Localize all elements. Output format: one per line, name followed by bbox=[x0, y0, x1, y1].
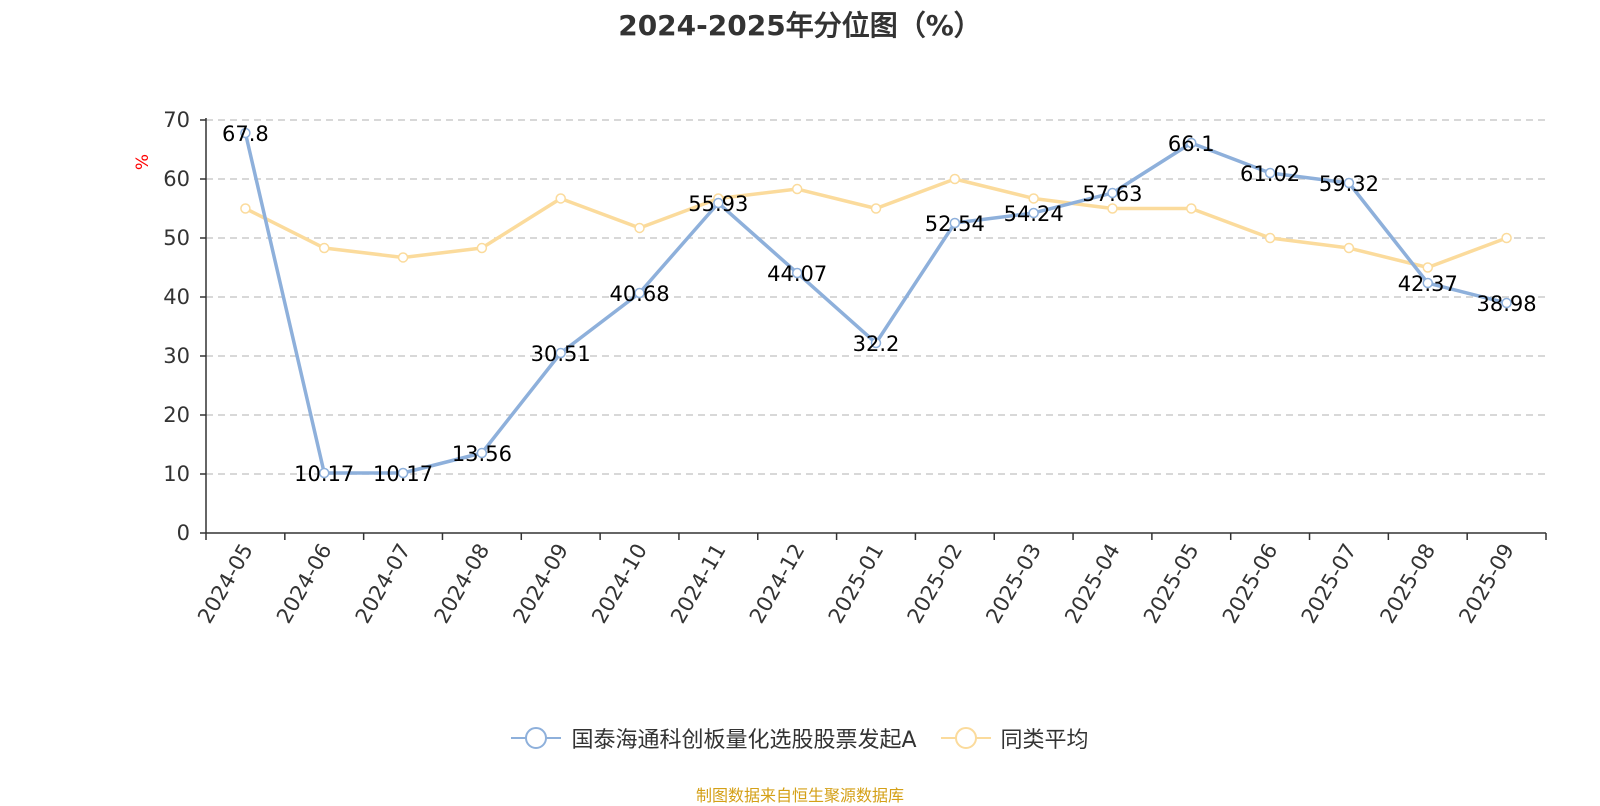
data-point-1-2024-08 bbox=[476, 242, 488, 254]
data-point-0-2025-05 bbox=[1186, 137, 1197, 149]
data-label-2024-11: 55.93 bbox=[688, 192, 748, 216]
data-point-0-2025-09 bbox=[1501, 297, 1512, 309]
legend-label-fund: 国泰海通科创板量化选股股票发起A bbox=[571, 728, 917, 753]
x-tick-label-2024-12: 2024-12 bbox=[745, 540, 810, 628]
data-point-0-2024-11 bbox=[713, 197, 724, 209]
y-tick-label-70: 70 bbox=[163, 108, 190, 132]
y-tick-label-0: 0 bbox=[177, 521, 190, 545]
data-label-2024-10: 40.68 bbox=[609, 282, 669, 306]
data-label-2025-08: 42.37 bbox=[1398, 272, 1458, 296]
legend: 国泰海通科创板量化选股股票发起A 同类平均 bbox=[0, 722, 1600, 754]
data-point-1-2024-09 bbox=[555, 193, 566, 204]
data-point-1-2025-01 bbox=[870, 203, 882, 214]
x-tick-label-2025-09: 2025-09 bbox=[1454, 540, 1519, 628]
data-point-1-2024-06 bbox=[318, 242, 330, 254]
data-point-1-2025-09 bbox=[1501, 232, 1512, 244]
legend-label-peer-average: 同类平均 bbox=[1000, 728, 1089, 753]
data-point-0-2024-05 bbox=[240, 127, 251, 139]
data-label-2024-12: 44.07 bbox=[767, 262, 827, 286]
x-tick-label-2024-10: 2024-10 bbox=[587, 540, 652, 628]
data-point-0-2024-08 bbox=[476, 447, 488, 459]
data-point-0-2024-12 bbox=[791, 267, 803, 279]
data-point-0-2025-08 bbox=[1422, 277, 1434, 289]
y-tick-label-30: 30 bbox=[163, 344, 190, 368]
data-labels: 67.8 10.17 10.17 13.56 30.51 40.68 55.93 44.07 3… bbox=[222, 122, 1537, 486]
series-lines bbox=[240, 127, 1512, 479]
data-point-1-2025-04 bbox=[1107, 203, 1118, 214]
data-point-0-2025-04 bbox=[1107, 187, 1118, 199]
x-tick-label-2025-03: 2025-03 bbox=[981, 540, 1046, 628]
y-tick-label-60: 60 bbox=[163, 167, 190, 191]
data-label-2025-05: 66.1 bbox=[1168, 132, 1215, 156]
legend-marker-fund-icon bbox=[511, 727, 562, 749]
data-point-1-2024-07 bbox=[397, 252, 409, 263]
y-tick-label-10: 10 bbox=[163, 462, 190, 486]
y-tick-label-20: 20 bbox=[163, 403, 190, 427]
data-label-2025-06: 61.02 bbox=[1240, 162, 1300, 186]
data-point-0-2024-09 bbox=[555, 347, 566, 359]
data-point-1-2024-10 bbox=[634, 222, 645, 234]
data-label-2025-01: 32.2 bbox=[853, 332, 900, 356]
data-label-2024-08: 13.56 bbox=[452, 442, 512, 466]
x-tick-label-2024-11: 2024-11 bbox=[666, 540, 731, 628]
data-point-0-2024-10 bbox=[634, 287, 645, 299]
chart-title: 2024-2025年分位图（%） bbox=[618, 9, 982, 42]
data-point-1-2025-07 bbox=[1343, 242, 1355, 254]
x-tick-label-2024-06: 2024-06 bbox=[272, 540, 337, 628]
x-tick-label-2024-09: 2024-09 bbox=[508, 540, 573, 628]
x-tick-label-2025-06: 2025-06 bbox=[1218, 540, 1283, 628]
legend-marker-peer-icon bbox=[940, 727, 991, 749]
series-line-0 bbox=[243, 132, 1508, 475]
data-point-0-2025-02 bbox=[949, 217, 961, 229]
data-label-2025-04: 57.63 bbox=[1082, 182, 1142, 206]
data-point-1-2024-05 bbox=[240, 203, 251, 214]
x-tick-label-2025-08: 2025-08 bbox=[1375, 540, 1440, 628]
data-point-0-2024-06 bbox=[318, 467, 330, 479]
y-tick-label-50: 50 bbox=[163, 226, 190, 250]
data-label-2025-09: 38.98 bbox=[1477, 292, 1537, 316]
data-label-2025-07: 59.32 bbox=[1319, 172, 1379, 196]
data-label-2024-06: 10.17 bbox=[294, 462, 354, 486]
data-point-1-2025-08 bbox=[1422, 262, 1434, 273]
y-tick-label-40: 40 bbox=[163, 285, 190, 309]
data-label-2025-03: 54.24 bbox=[1004, 202, 1064, 226]
data-point-0-2025-06 bbox=[1264, 167, 1276, 179]
data-point-1-2025-06 bbox=[1264, 232, 1276, 244]
data-label-2024-05: 67.8 bbox=[222, 122, 269, 146]
data-point-0-2025-01 bbox=[870, 337, 882, 349]
x-tick-label-2024-05: 2024-05 bbox=[193, 540, 258, 628]
y-axis-label: % bbox=[133, 154, 153, 170]
data-label-2025-02: 52.54 bbox=[925, 212, 985, 236]
series-line-1 bbox=[244, 177, 1508, 270]
legend-item-fund[interactable]: 国泰海通科创板量化选股股票发起A bbox=[511, 722, 917, 754]
x-tick-label-2025-01: 2025-01 bbox=[824, 540, 889, 628]
data-point-1-2025-05 bbox=[1186, 203, 1197, 214]
data-point-0-2025-07 bbox=[1343, 177, 1355, 189]
legend-item-peer-average[interactable]: 同类平均 bbox=[940, 722, 1089, 754]
data-label-2024-09: 30.51 bbox=[531, 342, 591, 366]
x-tick-label-2025-04: 2025-04 bbox=[1060, 540, 1125, 628]
data-point-1-2025-02 bbox=[949, 173, 961, 185]
source-note: 制图数据来自恒生聚源数据库 bbox=[695, 786, 904, 805]
x-tick-label-2024-08: 2024-08 bbox=[430, 540, 495, 628]
data-point-0-2024-07 bbox=[397, 467, 409, 479]
data-label-2024-07: 10.17 bbox=[373, 462, 433, 486]
x-tick-label-2024-07: 2024-07 bbox=[351, 540, 416, 628]
x-tick-label-2025-02: 2025-02 bbox=[902, 540, 967, 628]
data-point-1-2024-12 bbox=[791, 183, 803, 195]
x-tick-label-2025-07: 2025-07 bbox=[1297, 540, 1362, 628]
data-point-0-2025-03 bbox=[1028, 207, 1039, 219]
data-point-1-2025-03 bbox=[1028, 193, 1039, 204]
x-tick-label-2025-05: 2025-05 bbox=[1139, 540, 1204, 628]
